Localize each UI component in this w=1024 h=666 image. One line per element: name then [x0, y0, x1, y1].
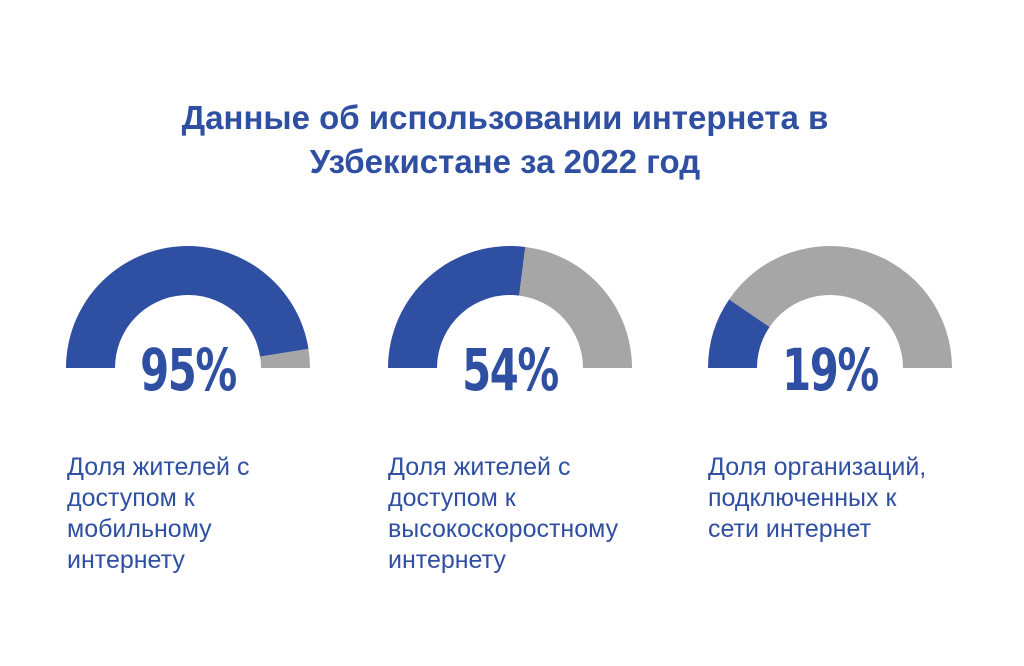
gauge-value-label: 19% [782, 336, 879, 404]
chart-title: Данные об использовании интернета в Узбе… [0, 96, 1010, 184]
caption-line: интернету [67, 546, 185, 574]
caption-line: доступом к [67, 484, 195, 512]
gauge-value-arc [388, 245, 526, 368]
gauge-value-label: 95% [140, 336, 237, 404]
gauge-caption: Доля жителей с доступом к мобильному инт… [67, 452, 327, 576]
title-line-1: Данные об использовании интернета в [181, 99, 829, 136]
gauge-caption: Доля жителей с доступом к высокоскоростн… [388, 452, 688, 576]
caption-line: подключенных к [708, 484, 897, 512]
caption-line: доступом к [388, 484, 516, 512]
gauge-caption: Доля организаций, подключенных к сети ин… [708, 452, 968, 545]
caption-line: Доля организаций, [708, 453, 927, 481]
title-line-2: Узбекистане за 2022 год [309, 143, 701, 180]
caption-line: интернету [388, 546, 506, 574]
caption-line: Доля жителей с [67, 453, 250, 481]
caption-line: мобильному [67, 515, 212, 543]
caption-line: сети интернет [708, 515, 872, 543]
gauge-value-label: 54% [462, 336, 559, 404]
caption-line: Доля жителей с [388, 453, 571, 481]
caption-line: высокоскоростному [388, 515, 619, 543]
gauge-remainder-arc [729, 245, 952, 368]
gauge-remainder-arc [260, 348, 310, 368]
gauge-remainder-arc [519, 246, 632, 368]
gauge-value-arc [66, 245, 309, 368]
gauge-value-arc [708, 299, 770, 368]
